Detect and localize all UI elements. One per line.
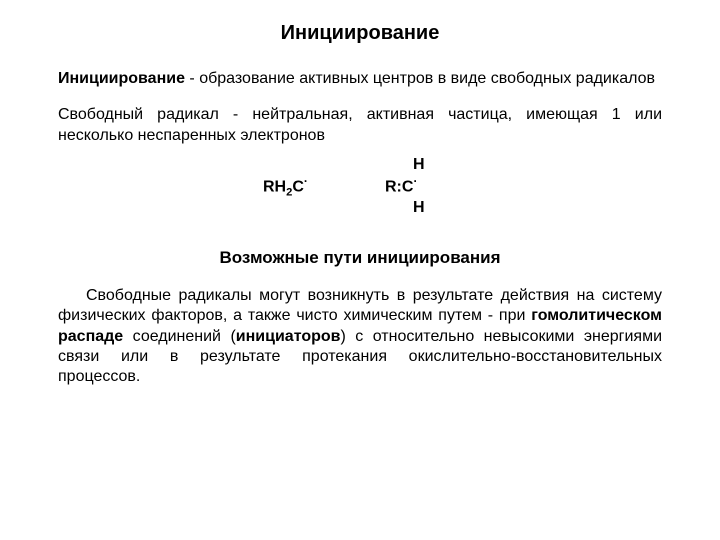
- formula-top-H: H: [413, 156, 662, 174]
- page: Инициирование Инициирование - образовани…: [0, 0, 720, 540]
- formula-left-dot: ·: [304, 174, 308, 188]
- page-title: Инициирование: [58, 22, 662, 45]
- body-paragraph: Свободные радикалы могут возникнуть в ре…: [58, 286, 662, 388]
- formula-row-bottom: H: [58, 199, 662, 217]
- body-mid: соединений (: [123, 328, 236, 345]
- definition-paragraph: Инициирование - образование активных цен…: [58, 69, 662, 89]
- formula-block: H RH2C· R:C· H: [58, 156, 662, 217]
- radical-definition-paragraph: Свободный радикал - нейтральная, активна…: [58, 105, 662, 146]
- definition-rest: - образование активных центров в виде св…: [185, 70, 655, 87]
- term-initiators: инициаторов: [236, 328, 341, 345]
- formula-left-c: C: [292, 178, 304, 195]
- formula-left-rh: RH: [263, 178, 286, 195]
- formula-row-top: H: [58, 156, 662, 174]
- formula-right-dot: ·: [413, 174, 417, 188]
- formula-row-mid: RH2C· R:C·: [58, 175, 662, 199]
- formula-right: R:C·: [385, 175, 662, 199]
- section-subtitle: Возможные пути инициирования: [58, 248, 662, 268]
- formula-bottom-H: H: [413, 199, 662, 217]
- term-initiation: Инициирование: [58, 70, 185, 87]
- formula-right-rc: R:C: [385, 178, 413, 195]
